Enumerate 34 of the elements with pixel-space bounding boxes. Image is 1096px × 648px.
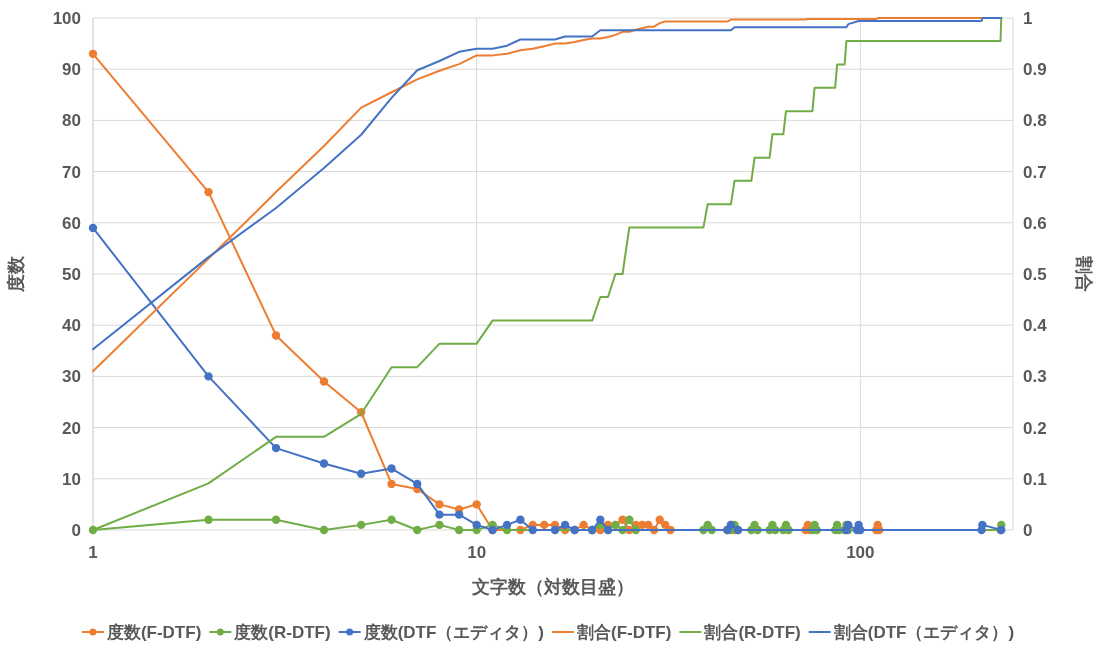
y2tick: 0.5 [1023, 265, 1047, 284]
ytick: 90 [62, 60, 81, 80]
y2tick: 0.6 [1023, 213, 1047, 233]
ytick: 60 [62, 213, 81, 233]
legend-label: 割合(R-DTF) [703, 623, 801, 642]
y2tick: 0.1 [1023, 469, 1047, 489]
legend-label: 割合(F-DTF) [576, 623, 672, 642]
y2tick: 0 [1023, 521, 1033, 540]
xlabel: 文字数（対数目盛） [472, 577, 634, 597]
xtick: 1 [88, 543, 98, 562]
legend-label: 割合(DTF（エディタ）) [832, 623, 1015, 642]
ytick: 50 [62, 265, 81, 284]
xtick: 100 [846, 543, 875, 562]
ytick: 40 [62, 316, 81, 336]
legend-label: 度数(R-DTF) [233, 623, 331, 642]
ylabel: 度数 [6, 256, 26, 292]
y2tick: 0.7 [1023, 162, 1047, 182]
y2label: 割合 [1074, 256, 1094, 292]
ytick: 10 [62, 469, 81, 489]
legend-label: 度数(DTF（エディタ）) [362, 623, 544, 642]
ytick: 100 [52, 9, 81, 28]
ytick: 70 [62, 162, 81, 182]
ytick: 30 [62, 367, 81, 387]
y2tick: 0.4 [1023, 316, 1047, 336]
ytick: 20 [62, 418, 81, 438]
y2tick: 1 [1023, 9, 1033, 28]
y2tick: 0.9 [1023, 60, 1047, 80]
y2tick: 0.8 [1023, 111, 1047, 131]
ytick: 80 [62, 111, 81, 131]
legend-label: 度数(F-DTF) [105, 623, 202, 642]
y2tick: 0.3 [1023, 367, 1047, 387]
y2tick: 0.2 [1023, 418, 1047, 438]
ytick: 0 [71, 521, 81, 540]
xtick: 10 [467, 543, 487, 562]
